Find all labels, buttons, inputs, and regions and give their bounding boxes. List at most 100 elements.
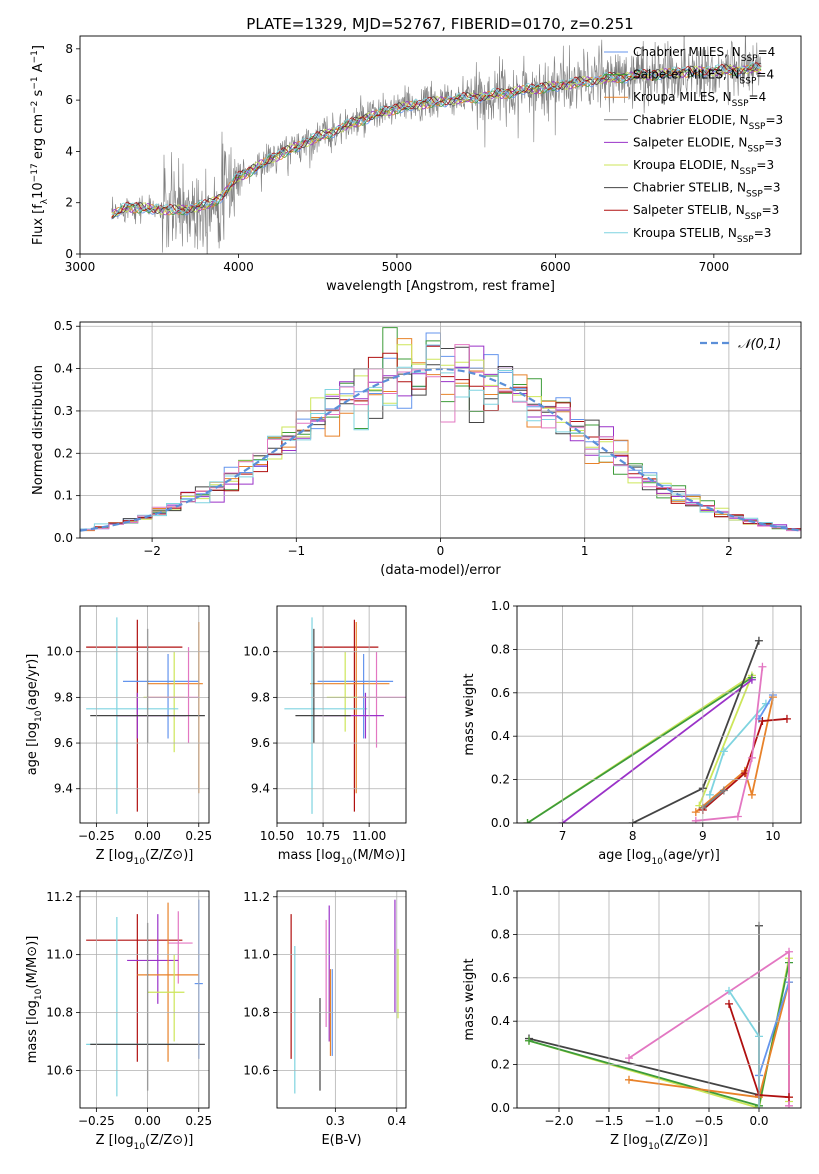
point-marker	[747, 675, 756, 684]
point-marker	[525, 1036, 533, 1045]
tick-label-x: 7000	[699, 260, 730, 274]
y-axis-label: Normed distribution	[31, 365, 46, 495]
tick-label-x: 9	[699, 829, 707, 843]
tick-label-x: 0.3	[326, 1114, 345, 1128]
point-marker	[705, 790, 714, 799]
tick-label-y: 0.0	[54, 531, 73, 545]
point-marker	[725, 986, 733, 995]
tick-label-y: 0.2	[491, 773, 510, 787]
y-axis-label: mass weight	[462, 673, 477, 755]
x-axis-label: wavelength [Angstrom, rest frame]	[326, 279, 555, 294]
tick-label-y: 10.0	[46, 645, 73, 659]
tick-label-y: 11.0	[243, 948, 270, 962]
legend-entry: Kroupa MILES, NSSP=4	[633, 90, 766, 109]
axes-frame	[79, 321, 802, 539]
axes-frame	[276, 605, 407, 824]
tick-label-x: 0.0	[749, 1114, 768, 1128]
tick-label-x: 6000	[540, 260, 571, 274]
point-marker	[719, 786, 728, 795]
series-model-salpeter_elodie	[111, 65, 762, 216]
legend-entry: Kroupa STELIB, NSSP=3	[633, 226, 771, 245]
figure-title: PLATE=1329, MJD=52767, FIBERID=0170, z=0…	[246, 15, 633, 33]
tick-label-y: 9.8	[54, 690, 73, 704]
tick-label-y: 0.4	[54, 362, 73, 376]
legend-entry: Chabrier ELODIE, NSSP=3	[633, 113, 783, 132]
tick-label-x: −2	[143, 544, 161, 558]
series-line-pink	[695, 666, 764, 822]
point-marker	[523, 819, 532, 823]
tick-label-y: 11.2	[46, 890, 73, 904]
tick-label-y: 6	[65, 93, 73, 107]
x-axis-label: mass [log10(M/M⊙)]	[278, 848, 406, 867]
point-marker	[691, 808, 700, 817]
series-line-chabrier_elodie	[702, 789, 725, 809]
tick-label-x: 7	[559, 829, 567, 843]
tick-label-y: 0.1	[54, 489, 73, 503]
x-axis-label: E(B-V)	[321, 1133, 361, 1148]
point-marker	[782, 714, 791, 723]
tick-label-y: 0.0	[491, 816, 510, 830]
y-axis-label: Flux [fλ10−17 erg cm−2 s−1 A−1]	[30, 45, 50, 245]
tick-label-y: 0.3	[54, 404, 73, 418]
point-marker	[625, 1054, 633, 1063]
point-marker	[785, 1101, 793, 1108]
point-marker	[691, 816, 700, 823]
series-model-kroupa_miles	[111, 64, 762, 217]
plot-area-age-vs-mass	[284, 617, 406, 814]
tick-label-y: 10.6	[243, 1063, 270, 1077]
tick-label-x: 10.75	[306, 829, 340, 843]
legend-entry: Salpeter ELODIE, NSSP=3	[633, 135, 782, 154]
tick-label-y: 1.0	[491, 599, 510, 613]
tick-label-x: 0.25	[185, 1114, 212, 1128]
legend-entry: Chabrier STELIB, NSSP=3	[633, 181, 781, 200]
tick-label-y: 0.4	[491, 729, 510, 743]
series-line-kroupa_miles	[695, 696, 774, 813]
point-marker	[785, 1093, 793, 1102]
axes-mass-vs-ebv: 0.3 0.4 10.6 10.8 11.0 11.2 E(B-V)	[243, 890, 407, 1148]
point-marker	[758, 662, 767, 671]
y-axis-label: mass [log10(M/M⊙)]	[25, 936, 44, 1064]
tick-label-x: 0.4	[387, 1114, 406, 1128]
tick-label-x: 10	[765, 829, 780, 843]
axes-frame	[79, 605, 210, 824]
legend-entry: Chabrier MILES, NSSP=4	[633, 45, 775, 64]
legend-entry: 𝒩(0,1)	[738, 337, 781, 352]
point-marker	[733, 812, 742, 821]
x-axis-label: age [log10(age/yr)]	[598, 848, 720, 867]
series-line-chabrier_miles	[758, 694, 774, 720]
point-marker	[758, 717, 767, 726]
point-marker	[725, 999, 733, 1008]
series-line-salpeter_elodie	[562, 679, 753, 823]
tick-label-y: 10.0	[243, 645, 270, 659]
tick-label-x: 10.50	[260, 829, 294, 843]
y-axis-label: mass weight	[462, 958, 477, 1040]
tick-label-x: 0.00	[134, 1114, 161, 1128]
point-marker	[747, 753, 756, 762]
legend-entry: Kroupa ELODIE, NSSP=3	[633, 158, 774, 177]
tick-label-y: 0.2	[54, 446, 73, 460]
tick-label-y: 0	[65, 247, 73, 261]
tick-label-x: −0.5	[694, 1114, 723, 1128]
tick-label-x: 0.25	[185, 829, 212, 843]
axes-mass-vs-Z: −0.25 0.00 0.25 10.6 10.8 11.0 11.2 Z [log10(Z/…	[25, 890, 212, 1152]
x-axis-label: Z [log10(Z/Z⊙)]	[610, 1133, 708, 1152]
point-marker	[747, 790, 756, 799]
legend-residual: 𝒩(0,1)	[700, 337, 781, 352]
tick-label-y: 9.4	[54, 782, 73, 796]
axes-age-vs-Z: −0.25 0.00 0.25 9.4 9.6 9.8 10.0 Z [log10(Z/Z⊙)…	[25, 605, 212, 867]
tick-label-y: 0.5	[54, 319, 73, 333]
x-axis-label: Z [log10(Z/Z⊙)]	[96, 1133, 194, 1152]
tick-label-y: 0.4	[491, 1014, 510, 1028]
tick-label-y: 9.6	[251, 736, 270, 750]
axes-frame	[516, 890, 802, 1109]
axes-frame	[516, 605, 802, 824]
point-marker	[754, 636, 763, 645]
tick-label-x: −0.25	[78, 829, 115, 843]
tick-label-y: 2	[65, 196, 73, 210]
tick-label-y: 0.8	[491, 927, 510, 941]
series-line-salpeter_miles	[527, 676, 753, 823]
legend-entry: Salpeter STELIB, NSSP=3	[633, 203, 779, 222]
axes-frame	[276, 890, 407, 1109]
tick-label-x: −1.5	[594, 1114, 623, 1128]
